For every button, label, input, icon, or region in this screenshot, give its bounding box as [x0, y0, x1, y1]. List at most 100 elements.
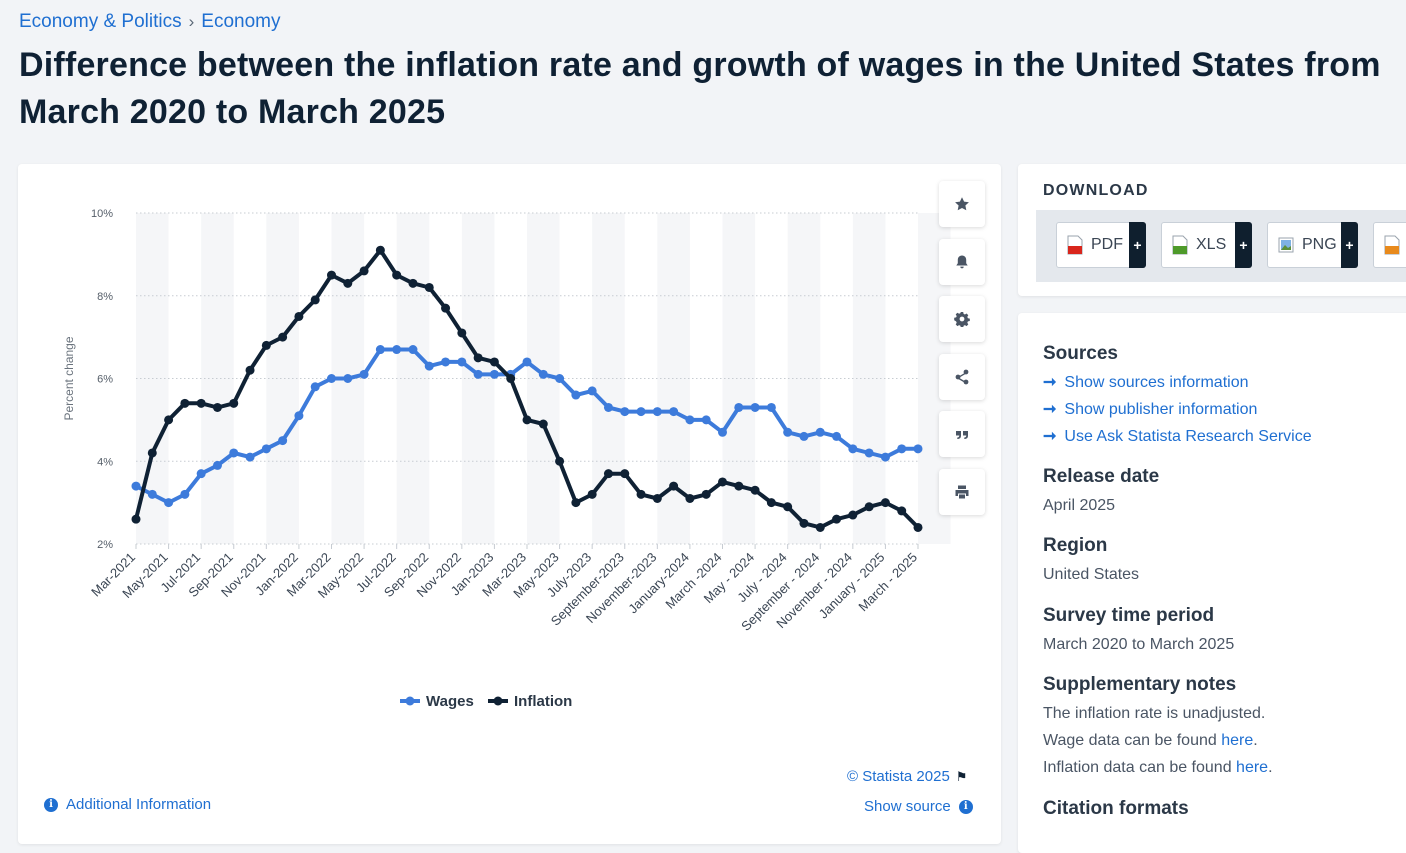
legend-inflation-label: Inflation [514, 693, 572, 710]
arrow-right-icon: ➞ [1043, 428, 1057, 445]
inflation-point [538, 419, 548, 429]
legend-wages-label: Wages [426, 693, 474, 710]
wages-point [587, 386, 597, 396]
notification-button[interactable] [939, 238, 985, 285]
inflation-point [506, 374, 516, 383]
wages-point [669, 407, 679, 417]
breadcrumb-separator: › [188, 12, 195, 31]
wages-point [359, 369, 369, 379]
favorite-button[interactable] [939, 181, 985, 227]
y-axis-label: Percent change [62, 336, 76, 420]
settings-button[interactable] [939, 296, 985, 342]
note-wage-suffix: . [1253, 732, 1258, 749]
cite-button[interactable] [939, 411, 985, 457]
wages-point [864, 448, 874, 458]
inflation-point [718, 477, 727, 487]
inflation-data-link[interactable]: here [1236, 759, 1269, 776]
wages-point [701, 415, 711, 425]
y-tick-label: 6% [97, 374, 113, 386]
release-date-value: April 2025 [1043, 497, 1116, 514]
copyright-text: © Statista 2025 [847, 768, 950, 785]
copyright-link[interactable]: © Statista 2025 ⚑ [847, 768, 967, 785]
chart-card: 2% 4% 6% 8% 10% Percent change Mar-2021 May-202… [18, 164, 1001, 844]
wages-point [212, 460, 222, 470]
show-publisher-text: Show publisher information [1064, 401, 1258, 418]
show-sources-link[interactable]: ➞ Show sources information [1043, 372, 1249, 392]
wages-point [180, 489, 190, 499]
download-pdf-plus: + [1129, 222, 1146, 268]
sources-heading: Sources [1043, 343, 1118, 364]
inflation-point [734, 481, 744, 491]
wage-data-link[interactable]: here [1221, 732, 1254, 749]
wages-point [636, 407, 646, 417]
legend-wages-marker [405, 696, 415, 706]
inflation-point [196, 398, 206, 408]
inflation-point [603, 469, 613, 479]
inflation-point [245, 365, 255, 375]
wages-point [799, 431, 809, 441]
plot-band [266, 213, 299, 544]
inflation-point [913, 522, 923, 532]
inflation-point [278, 332, 288, 342]
print-button[interactable] [939, 468, 985, 515]
wages-point [245, 452, 255, 462]
y-tick-label: 2% [97, 539, 113, 551]
line-chart: 2%4%6%8%10%Percent changeMar-2021May-202… [62, 208, 951, 710]
flag-icon: ⚑ [955, 769, 968, 784]
download-more-button[interactable] [1373, 222, 1406, 268]
wages-point [473, 369, 483, 379]
inflation-point [408, 278, 418, 288]
download-button-bar: PDF + XLS + PNG + [1036, 210, 1406, 282]
wages-point [750, 402, 760, 412]
inflation-point [799, 518, 809, 528]
download-xls-button[interactable]: XLS + [1161, 222, 1252, 268]
inflation-point [441, 303, 451, 313]
info-icon: i [44, 797, 58, 812]
bell-icon [956, 255, 968, 268]
wages-point [229, 448, 239, 458]
inflation-point [620, 469, 630, 479]
breadcrumb-link-economy-politics[interactable]: Economy & Politics [19, 11, 182, 32]
region-heading: Region [1043, 535, 1108, 556]
breadcrumb-link-economy[interactable]: Economy [201, 11, 281, 32]
inflation-point [685, 493, 695, 503]
download-png-button[interactable]: PNG + [1267, 222, 1358, 268]
inflation-point [375, 245, 385, 255]
ask-statista-link[interactable]: ➞ Use Ask Statista Research Service [1043, 426, 1312, 446]
inflation-point [815, 522, 825, 532]
download-png-label: PNG [1302, 236, 1337, 253]
arrow-right-icon: ➞ [1043, 401, 1057, 418]
inflation-point [766, 498, 776, 508]
inflation-point [636, 489, 646, 499]
inflation-point [701, 489, 711, 499]
inflation-point [864, 502, 874, 512]
inflation-point [783, 502, 793, 512]
wages-point [848, 444, 858, 454]
inflation-point [392, 270, 402, 280]
wages-point [424, 361, 434, 371]
inflation-point [897, 506, 907, 516]
inflation-point [587, 489, 597, 499]
download-pdf-button[interactable]: PDF + [1056, 222, 1146, 268]
wages-point [815, 427, 825, 437]
wages-point [832, 431, 842, 441]
wages-point [261, 444, 271, 454]
wages-point [196, 469, 206, 479]
citation-formats-heading: Citation formats [1043, 798, 1189, 819]
share-button[interactable] [939, 353, 985, 400]
info-icon: i [958, 799, 973, 814]
inflation-point [359, 266, 369, 276]
additional-information-link[interactable]: i Additional Information [44, 796, 211, 813]
download-title: DOWNLOAD [1043, 182, 1149, 199]
show-source-link[interactable]: Show source i [864, 798, 973, 815]
supplementary-notes-heading: Supplementary notes [1043, 674, 1237, 695]
wages-point [408, 345, 418, 355]
inflation-point [131, 514, 141, 524]
wages-point [913, 444, 923, 454]
inflation-point [489, 357, 499, 367]
inflation-point [750, 485, 760, 495]
wages-point [652, 407, 662, 417]
show-publisher-link[interactable]: ➞ Show publisher information [1043, 399, 1257, 419]
quote-icon [956, 431, 968, 439]
download-pdf-label: PDF [1091, 236, 1123, 253]
